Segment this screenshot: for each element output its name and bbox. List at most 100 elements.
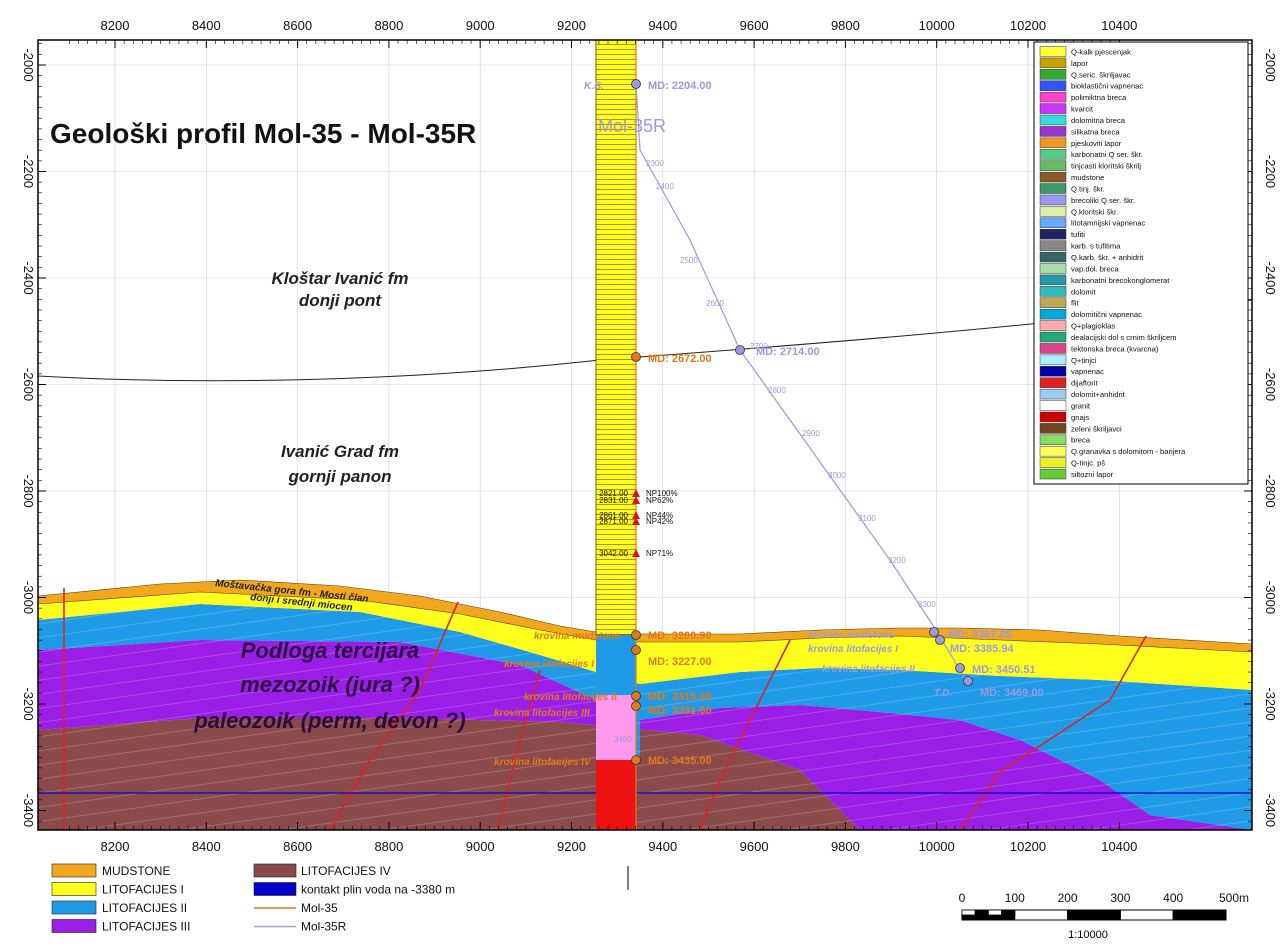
md-tick: 2500	[680, 256, 698, 265]
well-column-lito4	[596, 760, 636, 830]
lithology-label: litotamnijski vapnenac	[1071, 219, 1145, 228]
lithology-swatch	[1039, 114, 1067, 126]
lithology-label: Q.seric. škriljavac	[1071, 70, 1131, 79]
lithology-label: karbonatni brecokonglomerat	[1071, 276, 1170, 285]
scale-segment	[1119, 909, 1174, 921]
lithology-swatch	[1039, 354, 1067, 366]
legend-swatch	[51, 919, 97, 933]
lithology-swatch	[1039, 240, 1067, 251]
lithology-swatch	[1039, 171, 1067, 183]
top-label: krovina mudstone	[534, 631, 621, 642]
scale-label: 300	[1110, 891, 1130, 905]
lithology-label: dealacijski dol s crnim škriljcem	[1071, 333, 1177, 342]
lithology-label: Q+tinjci	[1071, 356, 1097, 365]
gas-sample-marker	[632, 496, 640, 504]
lithology-label: Q.karb. škr. + anhidrit	[1071, 253, 1144, 262]
gas-samples: 2821.00 NP100% 2831.00 NP62% 2861.00 NP44% 287…	[599, 489, 678, 558]
lithology-swatch	[1039, 228, 1067, 240]
x-tick-label-top: 10400	[1101, 18, 1137, 33]
md-tick: 3200	[888, 556, 906, 565]
lithology-swatch	[1039, 468, 1067, 480]
top-label: krovina litofacijes IV	[494, 757, 592, 768]
md-marker	[631, 630, 641, 640]
lithology-swatch	[1039, 46, 1067, 57]
top-label: krovina litofacijes II	[822, 664, 915, 675]
md-label: MD: 3227.00	[648, 656, 712, 668]
gas-sample-np: NP62%	[646, 496, 673, 505]
md-label: MD: 3331.00	[648, 705, 712, 717]
legend-swatch	[253, 863, 297, 878]
md-label: MD: 3469.00	[980, 687, 1044, 699]
top-label: krovina litofacijes I	[504, 659, 594, 670]
litofacies-iv-texture	[38, 718, 860, 830]
legend-label: kontakt plin voda na -3380 m	[301, 883, 455, 897]
lithology-swatch	[1039, 331, 1067, 343]
well-name-label: Mol-35R	[598, 116, 666, 136]
legend-label: LITOFACIJES I	[102, 883, 184, 897]
x-tick-label-bottom: 10200	[1010, 839, 1046, 854]
md-label: MD: 3367.05	[948, 629, 1012, 641]
lithology-label: vap.dol. breca	[1071, 264, 1119, 273]
top-label: krovina litofacijes III	[494, 708, 590, 719]
lithology-swatch	[1039, 57, 1067, 69]
litofacies-iii-texture	[38, 640, 1252, 830]
md-marker	[735, 345, 745, 355]
gas-sample-md: 3042.00	[599, 549, 628, 558]
lithology-swatch	[1039, 149, 1067, 160]
y-tick-label-right: -2600	[1263, 368, 1278, 401]
well-column-mol35	[595, 40, 637, 636]
lithology-swatch	[1039, 366, 1067, 377]
x-tick-label-top: 8200	[101, 18, 130, 33]
lithology-label: tinjcasti kloritski škrilj	[1071, 162, 1141, 171]
lithology-label: granit	[1071, 401, 1091, 410]
legend-swatch	[51, 863, 97, 878]
scale-bar: 0 100 200 300 400 500m	[959, 891, 1249, 921]
md-labels: MD: 2204.00 MD: 2672.00 MD: 2714.00 MD: …	[648, 80, 1044, 767]
basement-label: Podloga tercijara mezozoik (jura ?) pale…	[193, 638, 465, 733]
lithology-swatch	[1039, 400, 1067, 411]
md-tick: 2600	[706, 299, 724, 308]
mudstone-region	[38, 579, 1252, 653]
y-tick-label-left: -3400	[21, 794, 36, 827]
lithology-swatch	[1039, 126, 1067, 137]
lithology-swatch	[1039, 445, 1067, 457]
axes: 8200 8200 8400 8400 8600 8600 8800 8800 9000 9000…	[21, 18, 1278, 854]
md-label: MD: 3200.90	[648, 630, 712, 642]
fault-line	[699, 639, 791, 830]
mol35r-md-ticks: 2300 2400 2500 2600 2700 2800 2900 3000 …	[614, 159, 936, 744]
lithology-label: gnajs	[1071, 413, 1089, 422]
gas-sample-np: NP42%	[646, 517, 673, 526]
lithology-label: Q.kloritski škr.	[1071, 207, 1118, 216]
x-tick-label-top: 10200	[1010, 18, 1046, 33]
md-tick: 3400	[614, 735, 632, 744]
md-marker	[963, 676, 973, 686]
legend-swatch	[51, 900, 97, 915]
x-tick-label-bottom: 9400	[648, 839, 677, 854]
fault-line	[497, 669, 541, 830]
legend-swatch	[51, 882, 97, 896]
scale-label: 0	[959, 891, 966, 905]
lithology-label: Q-kalk pjescenjak	[1071, 47, 1131, 56]
md-marker	[631, 645, 641, 655]
gas-sample-np: NP44%	[646, 511, 673, 520]
lithology-label: dolomitna breca	[1071, 116, 1126, 125]
formation-name: Kloštar Ivanić fm	[272, 269, 409, 288]
lithology-swatch	[1039, 69, 1067, 80]
md-marker	[929, 627, 939, 637]
lithology-swatch	[1039, 251, 1067, 263]
well-column-lito3	[596, 695, 636, 760]
legend-label: LITOFACIJES III	[102, 920, 190, 934]
x-tick-label-top: 9400	[648, 18, 677, 33]
gas-sample-md: 2871.00	[599, 517, 628, 526]
md-marker	[631, 79, 641, 89]
legend-swatch	[253, 882, 297, 896]
x-tick-label-bottom: 9600	[740, 839, 769, 854]
scale-segment	[1014, 909, 1069, 921]
plot-frame	[37, 39, 1253, 831]
md-marker	[955, 663, 965, 673]
md-markers	[631, 79, 973, 765]
x-tick-label-bottom: 8400	[192, 839, 221, 854]
scale-segment	[1172, 909, 1227, 921]
lithology-swatch	[1039, 297, 1067, 308]
